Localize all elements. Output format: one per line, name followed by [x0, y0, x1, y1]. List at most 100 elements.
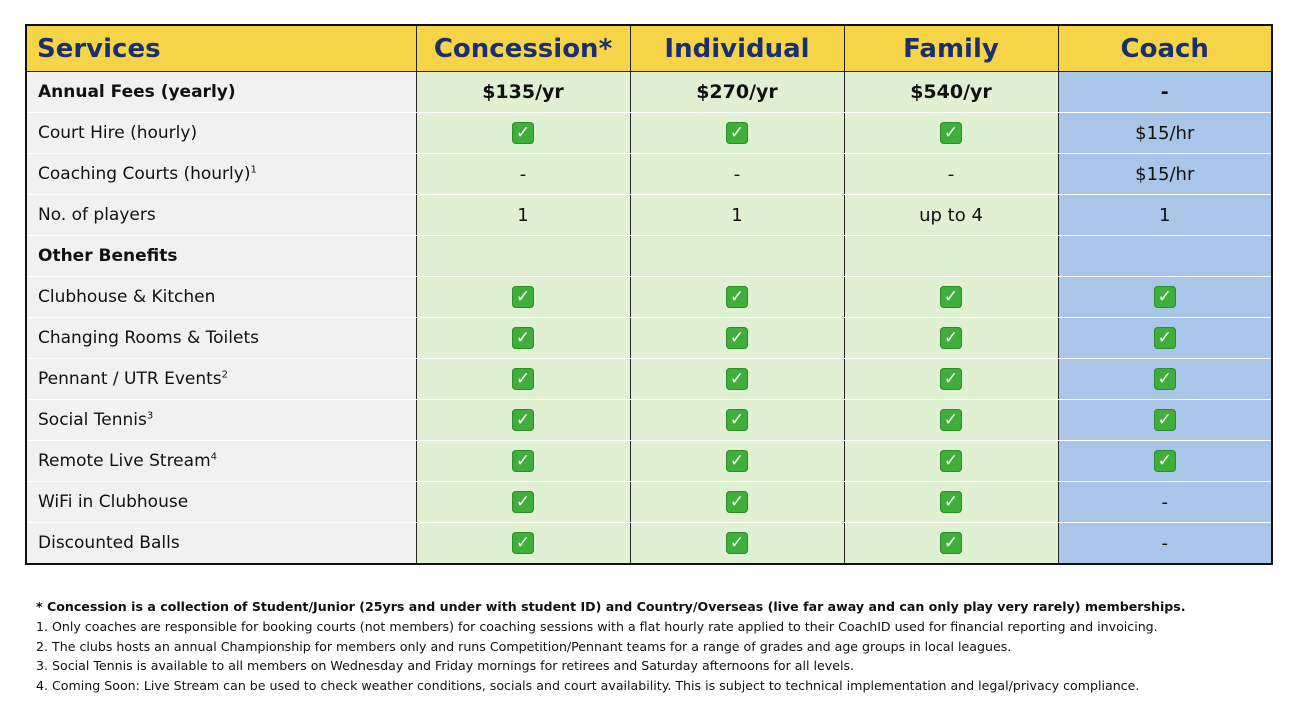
row-label: Coaching Courts (hourly)1 [26, 153, 417, 195]
cell-family: ✓ [844, 317, 1059, 359]
check-mark-icon: ✓ [512, 491, 534, 513]
table-row: Remote Live Stream4 ✓ ✓ ✓ ✓ [26, 440, 1273, 482]
cell-individual: $270/yr [630, 71, 845, 113]
row-label: No. of players [26, 194, 417, 236]
check-mark-icon: ✓ [940, 368, 962, 390]
table-row: WiFi in Clubhouse ✓ ✓ ✓ - [26, 481, 1273, 523]
cell-coach: ✓ [1058, 276, 1273, 318]
cell-coach: - [1058, 71, 1273, 113]
cell-value: - [519, 163, 527, 185]
table-row: Social Tennis3 ✓ ✓ ✓ ✓ [26, 399, 1273, 441]
cell-family: up to 4 [844, 194, 1059, 236]
cell-individual: ✓ [630, 481, 845, 523]
cell-coach: - [1058, 481, 1273, 523]
table-row: Court Hire (hourly) ✓ ✓ ✓ $15/hr [26, 112, 1273, 154]
cell-individual: ✓ [630, 112, 845, 154]
header-family: Family [843, 24, 1059, 72]
footnotes: * Concession is a collection of Student/… [36, 597, 1276, 696]
check-mark-icon: ✓ [512, 532, 534, 554]
row-label: Annual Fees (yearly) [26, 71, 417, 113]
cell-value: 1 [1159, 204, 1171, 226]
header-coach: Coach [1057, 24, 1273, 72]
cell-concession: ✓ [416, 522, 631, 565]
cell-family: $540/yr [844, 71, 1059, 113]
check-mark-icon: ✓ [512, 368, 534, 390]
cell-coach [1058, 235, 1273, 277]
cell-concession: ✓ [416, 358, 631, 400]
cell-individual [630, 235, 845, 277]
cell-concession: - [416, 153, 631, 195]
cell-concession: ✓ [416, 481, 631, 523]
check-mark-icon: ✓ [940, 327, 962, 349]
table-row: No. of players 1 1 up to 4 1 [26, 194, 1273, 236]
cell-value: - [947, 163, 955, 185]
row-label-text: Court Hire (hourly) [38, 123, 198, 143]
check-mark-icon: ✓ [940, 286, 962, 308]
row-label-text: WiFi in Clubhouse [38, 492, 189, 512]
cell-family: ✓ [844, 399, 1059, 441]
check-mark-icon: ✓ [512, 286, 534, 308]
cell-value: $135/yr [482, 81, 564, 103]
header-services: Services [25, 24, 417, 72]
row-label: Court Hire (hourly) [26, 112, 417, 154]
cell-family [844, 235, 1059, 277]
row-label: Social Tennis3 [26, 399, 417, 441]
cell-concession [416, 235, 631, 277]
cell-individual: ✓ [630, 440, 845, 482]
check-mark-icon: ✓ [512, 122, 534, 144]
check-mark-icon: ✓ [940, 122, 962, 144]
cell-coach: ✓ [1058, 358, 1273, 400]
footnote-1: 1. Only coaches are responsible for book… [36, 618, 1158, 634]
cell-value: up to 4 [919, 204, 983, 226]
table-row: Coaching Courts (hourly)1 - - - $15/hr [26, 153, 1273, 195]
table-row: Changing Rooms & Toilets ✓ ✓ ✓ ✓ [26, 317, 1273, 359]
check-mark-icon: ✓ [726, 450, 748, 472]
row-label-text: Other Benefits [38, 246, 178, 266]
cell-individual: 1 [630, 194, 845, 236]
check-mark-icon: ✓ [1153, 368, 1176, 390]
table-row: Clubhouse & Kitchen ✓ ✓ ✓ ✓ [26, 276, 1273, 318]
cell-concession: 1 [416, 194, 631, 236]
cell-family: ✓ [844, 481, 1059, 523]
membership-pricing-table: Services Concession* Individual Family C… [25, 24, 1273, 565]
check-mark-icon: ✓ [940, 491, 962, 513]
cell-concession: ✓ [416, 399, 631, 441]
cell-individual: ✓ [630, 522, 845, 565]
footnote-2: 2. The clubs hosts an annual Championshi… [36, 638, 1012, 654]
table-row: Other Benefits [26, 235, 1273, 277]
check-mark-icon: ✓ [1153, 450, 1176, 472]
cell-value: - [1160, 81, 1169, 103]
check-mark-icon: ✓ [1153, 327, 1176, 349]
cell-family: ✓ [844, 358, 1059, 400]
footnote-ref: 3 [146, 410, 154, 422]
table-row: Annual Fees (yearly) $135/yr $270/yr $540/y… [26, 71, 1273, 113]
cell-coach: 1 [1058, 194, 1273, 236]
cell-concession: ✓ [416, 440, 631, 482]
cell-coach: $15/hr [1058, 112, 1273, 154]
row-label-text: Remote Live Stream [38, 451, 211, 471]
header-row: Services Concession* Individual Family C… [25, 24, 1273, 72]
cell-value: $15/hr [1135, 163, 1195, 185]
cell-family: ✓ [844, 440, 1059, 482]
row-label-text: Annual Fees (yearly) [38, 82, 236, 102]
check-mark-icon: ✓ [1153, 286, 1176, 308]
check-mark-icon: ✓ [940, 532, 962, 554]
row-label: Changing Rooms & Toilets [26, 317, 417, 359]
table-body: Annual Fees (yearly) $135/yr $270/yr $540/y… [26, 71, 1273, 565]
row-label-text: Coaching Courts (hourly) [38, 164, 251, 184]
footnote-ref: 2 [221, 369, 229, 381]
row-label: Discounted Balls [26, 522, 417, 565]
cell-concession: ✓ [416, 112, 631, 154]
check-mark-icon: ✓ [940, 409, 962, 431]
cell-individual: ✓ [630, 399, 845, 441]
table-row: Discounted Balls ✓ ✓ ✓ - [26, 522, 1273, 565]
check-mark-icon: ✓ [726, 532, 748, 554]
cell-coach: ✓ [1058, 440, 1273, 482]
cell-individual: - [630, 153, 845, 195]
row-label-text: Social Tennis [38, 410, 147, 430]
table-row: Pennant / UTR Events2 ✓ ✓ ✓ ✓ [26, 358, 1273, 400]
footnote-ref: 4 [210, 451, 217, 463]
row-label: Other Benefits [26, 235, 417, 277]
row-label-text: Discounted Balls [38, 533, 180, 553]
check-mark-icon: ✓ [726, 368, 748, 390]
